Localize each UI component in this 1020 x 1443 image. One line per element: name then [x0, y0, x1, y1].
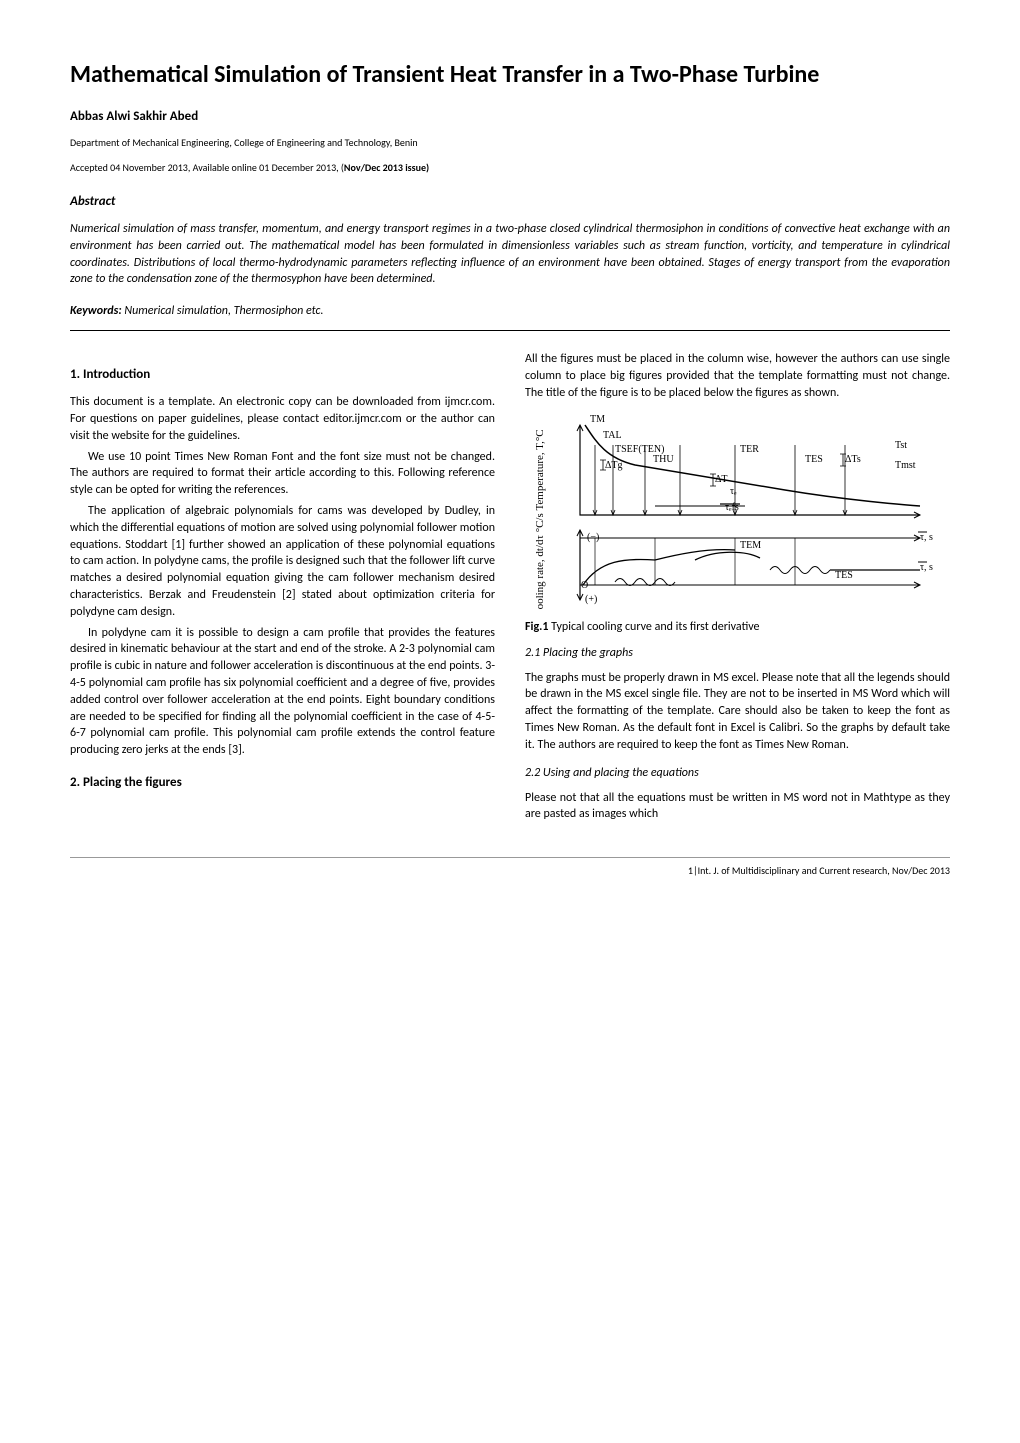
pub-info-issue: Nov/Dec 2013 issue): [344, 161, 429, 174]
svg-text:O: O: [581, 580, 588, 591]
left-column: 1. Introduction This document is a templ…: [70, 351, 495, 827]
figure-1: Temperature, T,°C Cooling rate, dt/dτ °C/…: [525, 410, 950, 610]
svg-text:(−): (−): [587, 532, 599, 543]
keywords-text: Numerical simulation, Thermosiphon etc.: [122, 304, 324, 318]
keywords-line: Keywords: Numerical simulation, Thermosi…: [70, 304, 950, 318]
svg-text:Temperature, T,°C: Temperature, T,°C: [534, 429, 546, 510]
svg-text:THU: THU: [653, 454, 674, 465]
intro-para-4: In polydyne cam it is possible to design…: [70, 625, 495, 759]
intro-para-1: This document is a template. An electron…: [70, 394, 495, 444]
svg-text:(+): (+): [585, 594, 597, 605]
svg-text:τ, s: τ, s: [920, 532, 933, 543]
publication-info: Accepted 04 November 2013, Available onl…: [70, 161, 950, 174]
svg-text:TER: TER: [740, 444, 759, 455]
svg-text:τₑ: τₑ: [730, 486, 737, 497]
figure-1-label: Fig.1: [525, 620, 548, 634]
svg-text:TES: TES: [805, 454, 823, 465]
figure-1-caption-text: Typical cooling curve and its first deri…: [548, 620, 759, 634]
page-footer: 1|Int. J. of Multidisciplinary and Curre…: [70, 857, 950, 877]
pub-info-text: Accepted 04 November 2013, Available onl…: [70, 161, 344, 174]
svg-text:ΔT: ΔT: [715, 474, 728, 485]
two-column-layout: 1. Introduction This document is a templ…: [70, 351, 950, 827]
figures-para-1: All the figures must be placed in the co…: [525, 351, 950, 401]
svg-text:TM: TM: [590, 414, 605, 425]
svg-text:τ, s: τ, s: [920, 562, 933, 573]
intro-heading: 1. Introduction: [70, 367, 495, 382]
figures-heading: 2. Placing the figures: [70, 775, 495, 790]
affiliation: Department of Mechanical Engineering, Co…: [70, 136, 950, 149]
author-name: Abbas Alwi Sakhir Abed: [70, 109, 950, 124]
figure-1-caption: Fig.1 Typical cooling curve and its firs…: [525, 620, 950, 634]
paper-title: Mathematical Simulation of Transient Hea…: [70, 60, 950, 89]
svg-text:Tmst: Tmst: [895, 460, 916, 471]
svg-text:ΔTs: ΔTs: [845, 454, 861, 465]
svg-text:τₑfs: τₑfs: [725, 502, 739, 513]
subsection-2-1: 2.1 Placing the graphs: [525, 646, 950, 660]
svg-text:Cooling rate, dt/dτ °C/s: Cooling rate, dt/dτ °C/s: [534, 513, 546, 610]
svg-text:ΔTg: ΔTg: [605, 460, 623, 471]
subsection-2-2: 2.2 Using and placing the equations: [525, 766, 950, 780]
svg-text:TEM: TEM: [740, 540, 761, 551]
abstract-heading: Abstract: [70, 194, 950, 209]
graphs-para: The graphs must be properly drawn in MS …: [525, 670, 950, 754]
svg-text:TAL: TAL: [603, 430, 622, 441]
svg-text:Tst: Tst: [895, 440, 907, 451]
svg-text:TES: TES: [835, 570, 853, 581]
intro-para-2: We use 10 point Times New Roman Font and…: [70, 449, 495, 499]
abstract-body: Numerical simulation of mass transfer, m…: [70, 221, 950, 288]
intro-para-3: The application of algebraic polynomials…: [70, 503, 495, 621]
right-column: All the figures must be placed in the co…: [525, 351, 950, 827]
section-divider: [70, 330, 950, 331]
keywords-label: Keywords:: [70, 304, 122, 318]
equations-para: Please not that all the equations must b…: [525, 790, 950, 824]
